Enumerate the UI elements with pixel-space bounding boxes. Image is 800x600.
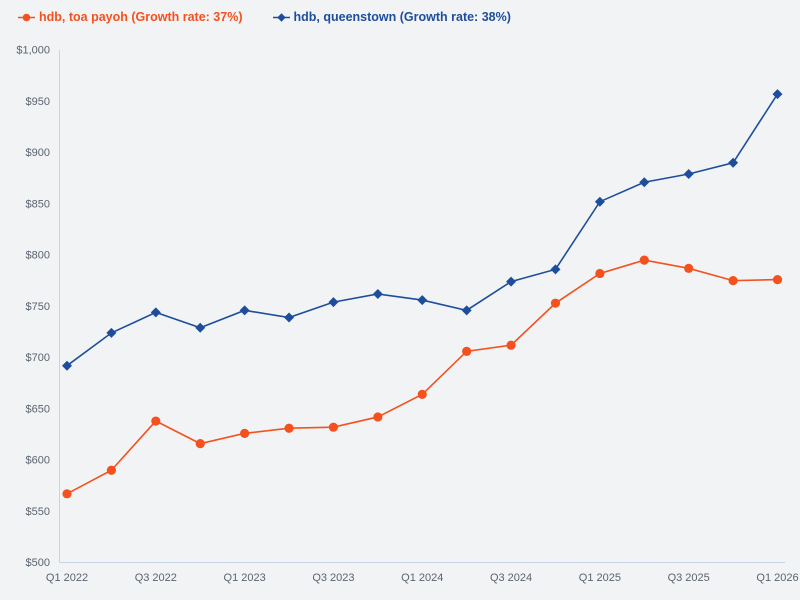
circle-marker-icon xyxy=(18,13,35,21)
data-point-hdb-queenstown[interactable] xyxy=(772,89,783,100)
data-point-hdb-queenstown[interactable] xyxy=(506,276,517,287)
data-point-hdb-toa-payoh[interactable] xyxy=(195,439,205,449)
data-point-hdb-queenstown[interactable] xyxy=(106,327,117,338)
y-tick-label: $650 xyxy=(26,403,50,415)
y-tick-label: $950 xyxy=(26,96,50,108)
legend-label-toa-payoh: hdb, toa payoh (Growth rate: 37%) xyxy=(39,10,243,24)
y-tick-label: $500 xyxy=(26,557,50,569)
legend-item-toa-payoh[interactable]: hdb, toa payoh (Growth rate: 37%) xyxy=(18,9,243,25)
data-point-hdb-queenstown[interactable] xyxy=(639,177,650,188)
data-point-hdb-queenstown[interactable] xyxy=(417,295,428,306)
data-point-hdb-toa-payoh[interactable] xyxy=(462,346,472,356)
data-point-hdb-toa-payoh[interactable] xyxy=(328,422,339,432)
y-tick-label: $750 xyxy=(26,301,50,313)
data-point-hdb-queenstown[interactable] xyxy=(461,305,472,316)
data-point-hdb-toa-payoh[interactable] xyxy=(240,428,250,438)
data-point-hdb-queenstown[interactable] xyxy=(594,196,605,207)
series-line-hdb-queenstown xyxy=(66,93,779,367)
data-point-hdb-queenstown[interactable] xyxy=(239,305,250,316)
x-tick-label: Q1 2023 xyxy=(224,572,266,584)
data-point-hdb-toa-payoh[interactable] xyxy=(62,489,72,499)
data-point-hdb-queenstown[interactable] xyxy=(728,157,739,168)
data-point-hdb-toa-payoh[interactable] xyxy=(728,276,738,286)
data-point-hdb-queenstown[interactable] xyxy=(62,360,72,371)
chart-legend: hdb, toa payoh (Growth rate: 37%) hdb, q… xyxy=(18,9,511,25)
data-point-hdb-toa-payoh[interactable] xyxy=(639,255,649,265)
data-point-hdb-toa-payoh[interactable] xyxy=(684,263,694,273)
y-tick-label: $900 xyxy=(26,147,50,159)
data-point-hdb-queenstown[interactable] xyxy=(683,169,694,180)
data-point-hdb-toa-payoh[interactable] xyxy=(417,389,427,399)
y-tick-label: $600 xyxy=(26,455,50,467)
diamond-marker-icon xyxy=(272,12,290,22)
x-tick-label: Q1 2022 xyxy=(46,572,88,584)
data-point-hdb-toa-payoh[interactable] xyxy=(373,412,383,422)
data-point-hdb-toa-payoh[interactable] xyxy=(595,268,605,279)
data-point-hdb-toa-payoh[interactable] xyxy=(151,416,161,426)
legend-item-queenstown[interactable]: hdb, queenstown (Growth rate: 38%) xyxy=(272,9,511,25)
y-tick-label: $550 xyxy=(26,506,50,518)
x-tick-label: Q1 2024 xyxy=(401,572,443,584)
data-point-hdb-toa-payoh[interactable] xyxy=(284,423,294,433)
y-tick-label: $850 xyxy=(26,198,50,210)
data-point-hdb-toa-payoh[interactable] xyxy=(772,275,783,285)
data-point-hdb-queenstown[interactable] xyxy=(328,297,339,308)
x-tick-label: Q3 2024 xyxy=(490,572,532,584)
x-tick-label: Q3 2023 xyxy=(312,572,354,584)
data-point-hdb-toa-payoh[interactable] xyxy=(550,298,561,308)
data-point-hdb-toa-payoh[interactable] xyxy=(106,465,117,475)
data-point-hdb-queenstown[interactable] xyxy=(284,312,295,323)
data-point-hdb-queenstown[interactable] xyxy=(195,322,206,333)
x-tick-label: Q1 2026 xyxy=(756,572,798,584)
y-tick-label: $1,000 xyxy=(16,45,50,57)
y-tick-label: $700 xyxy=(26,352,50,364)
data-point-hdb-toa-payoh[interactable] xyxy=(506,340,516,350)
data-point-hdb-queenstown[interactable] xyxy=(150,307,161,318)
y-tick-label: $800 xyxy=(26,250,50,262)
data-point-hdb-queenstown[interactable] xyxy=(372,288,383,299)
x-tick-label: Q3 2022 xyxy=(135,572,177,584)
legend-label-queenstown: hdb, queenstown (Growth rate: 38%) xyxy=(293,10,511,24)
x-tick-label: Q3 2025 xyxy=(668,572,710,584)
data-point-hdb-queenstown[interactable] xyxy=(550,264,561,275)
x-tick-label: Q1 2025 xyxy=(579,572,621,584)
